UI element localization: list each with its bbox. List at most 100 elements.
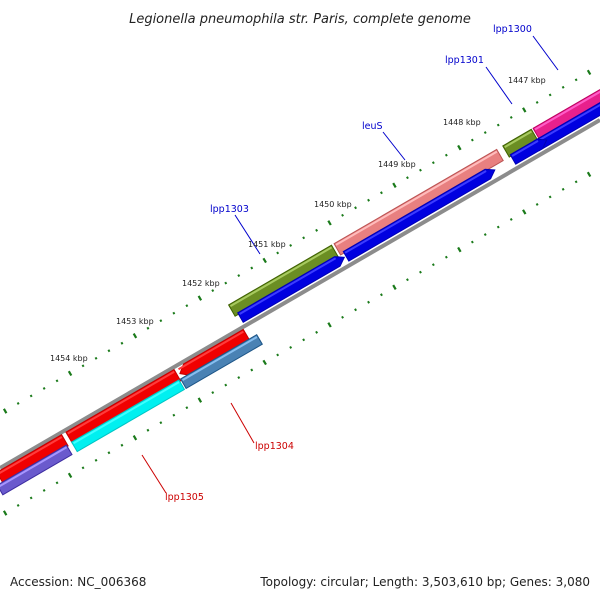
inner-tick-dot-43 <box>561 187 565 191</box>
inner-tick-dot-33 <box>431 263 435 267</box>
outer-tick-dot-33 <box>431 161 435 165</box>
outer-tick-dot-23 <box>302 236 306 240</box>
blue-cds-2 <box>509 138 548 165</box>
blue-cds-3 <box>342 168 496 262</box>
outer-tick-dot-10 <box>132 333 138 339</box>
outer-tick-dot-45 <box>586 69 592 76</box>
outer-tick-dot-41 <box>535 100 539 104</box>
inner-tick-dot-14 <box>185 406 189 410</box>
gene-label-lpp1300: lpp1300 <box>493 24 532 35</box>
blue-cds-4 <box>237 256 346 323</box>
inner-tick-dot-8 <box>107 451 111 455</box>
inner-tick-dot-42 <box>548 195 552 199</box>
inner-tick-dot-38 <box>496 225 500 229</box>
outer-tick-dot-44 <box>574 78 578 82</box>
inner-tick-dot-27 <box>354 308 357 312</box>
gene-labels: lpp1300 lpp1301 leuS lpp1303 lpp1304 lpp… <box>165 24 532 503</box>
tick-label-1449: 1449 kbp <box>378 160 416 169</box>
outer-tick-dot-4 <box>55 379 59 383</box>
inner-tick-dot-1 <box>16 503 20 507</box>
pink-gene-lpp1300-highlight <box>534 90 600 131</box>
salmon-gene-leuS-highlight <box>335 150 498 246</box>
inner-tick-dot-13 <box>172 413 176 417</box>
inner-tick-dot-5 <box>67 472 73 479</box>
red-gene-lpp1305-highlight <box>67 370 175 435</box>
inner-tick-dot-15 <box>197 397 203 403</box>
inner-tick-dot-45 <box>586 171 592 178</box>
outer-tick-dot-22 <box>289 243 293 247</box>
outer-tick-dot-28 <box>367 198 370 202</box>
inner-tick-dot-20 <box>262 359 267 366</box>
inner-tick-dot-24 <box>315 330 319 334</box>
inner-tick-dot-36 <box>470 240 474 244</box>
outer-tick-dot-36 <box>470 138 474 142</box>
gene-label-lpp1304: lpp1304 <box>255 441 294 452</box>
outer-tick-dot-35 <box>457 144 462 151</box>
inner-tick-dot-4 <box>55 481 59 485</box>
purple-cds-left <box>0 444 73 496</box>
outer-tick-dot-27 <box>354 206 357 210</box>
inner-tick-dot-3 <box>42 488 46 492</box>
outer-tick-dot-9 <box>120 341 124 345</box>
blue-cds-2-highlight <box>511 140 539 157</box>
steelblue-cds-lpp1304 <box>179 334 263 390</box>
inner-tick-dot-12 <box>159 421 163 425</box>
inner-tick-dot-16 <box>211 391 215 395</box>
inner-tick-dot-19 <box>250 368 254 372</box>
inner-tick-dot-26 <box>341 315 344 319</box>
outer-tick-dot-34 <box>444 153 448 157</box>
outer-tick-dot-15 <box>197 295 203 301</box>
outer-tick-dots <box>2 69 592 414</box>
outer-tick-dot-6 <box>81 364 85 368</box>
outer-tick-dot-26 <box>341 213 344 217</box>
gene-label-lpp1301: lpp1301 <box>445 55 484 66</box>
leader-lpp1305 <box>141 454 167 494</box>
outer-tick-dot-2 <box>29 394 33 398</box>
tick-label-1448: 1448 kbp <box>443 118 481 127</box>
inner-tick-dot-35 <box>457 246 462 253</box>
inner-tick-dot-28 <box>367 300 370 304</box>
inner-tick-dot-0 <box>2 510 8 516</box>
blue-cds-4-highlight <box>239 257 337 315</box>
tick-label-1453: 1453 kbp <box>116 317 154 326</box>
inner-tick-dots <box>2 171 592 516</box>
map-title: Legionella pneumophila str. Paris, compl… <box>129 12 471 27</box>
inner-tick-dot-11 <box>146 428 150 432</box>
outer-tick-dot-24 <box>315 228 319 232</box>
tick-label-1454: 1454 kbp <box>50 354 88 363</box>
inner-tick-dot-40 <box>522 209 527 215</box>
outer-tick-dot-5 <box>67 370 73 377</box>
tick-labels: 1447 kbp 1448 kbp 1449 kbp 1450 kbp 1451… <box>50 76 546 363</box>
outer-tick-dot-14 <box>185 304 189 308</box>
inner-tick-dot-22 <box>289 345 293 349</box>
purple-cds-left-highlight <box>0 446 68 488</box>
inner-tick-dot-21 <box>276 353 280 357</box>
inner-tick-dot-34 <box>444 255 448 259</box>
outer-tick-dot-21 <box>276 251 280 255</box>
gene-label-lpp1303: lpp1303 <box>210 204 249 215</box>
inner-tick-dot-44 <box>574 180 578 184</box>
inner-tick-dot-37 <box>483 233 487 237</box>
accession-text: Accession: NC_006368 <box>10 575 146 589</box>
red-gene-lpp1304-highlight <box>177 330 244 371</box>
inner-tick-dot-41 <box>535 202 539 206</box>
outer-tick-dot-8 <box>107 349 111 353</box>
outer-tick-dot-38 <box>496 123 500 127</box>
gene-label-leuS: leuS <box>362 121 383 132</box>
leader-leuS <box>382 131 406 161</box>
outer-tick-dot-43 <box>561 85 565 89</box>
salmon-gene-leuS <box>333 148 504 256</box>
outer-tick-dot-7 <box>94 356 98 360</box>
leader-lpp1301 <box>485 66 513 105</box>
blue-cds-3-highlight <box>344 170 487 254</box>
inner-tick-dot-25 <box>327 322 332 328</box>
red-gene-left <box>0 434 69 485</box>
cyan-cds-lpp1305 <box>70 379 186 453</box>
tick-label-1452: 1452 kbp <box>182 279 220 288</box>
outer-tick-dot-39 <box>509 115 513 119</box>
outer-tick-dot-25 <box>327 220 332 226</box>
gene-label-lpp1305: lpp1305 <box>165 492 204 503</box>
outer-tick-dot-11 <box>146 326 150 330</box>
inner-tick-dot-10 <box>132 435 138 441</box>
